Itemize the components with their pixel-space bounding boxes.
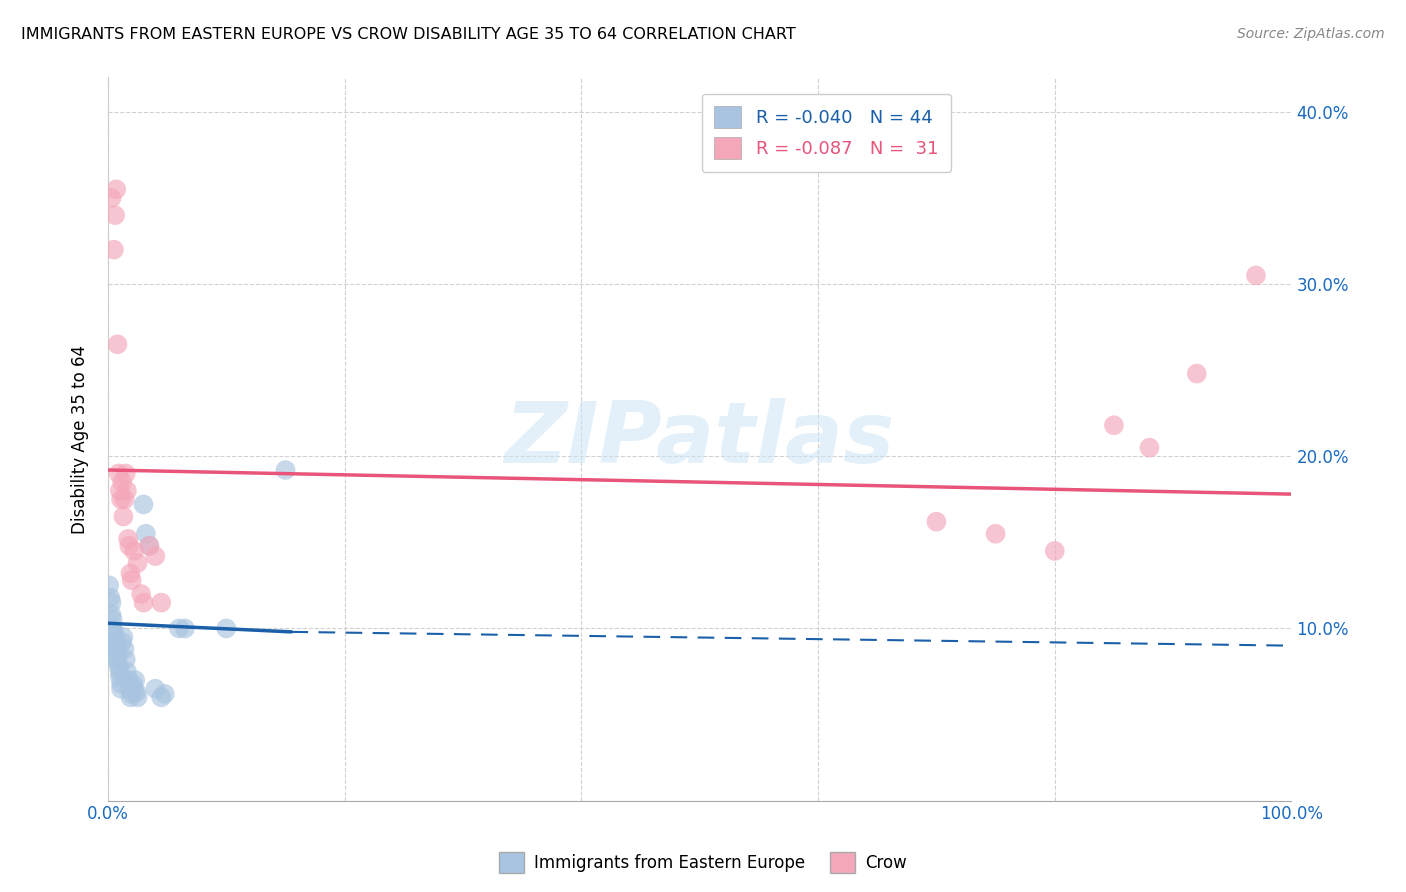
Legend: Immigrants from Eastern Europe, Crow: Immigrants from Eastern Europe, Crow [492, 846, 914, 880]
Point [105, 652, 128, 666]
Point [105, 182, 128, 196]
Point [1043, 544, 1066, 558]
Point [108, 483, 131, 498]
Point [107, 467, 129, 481]
Point [117, 532, 139, 546]
Point [104, 208, 127, 222]
Point [121, 676, 143, 690]
Point [174, 622, 197, 636]
Point [103, 243, 125, 257]
Point [110, 492, 132, 507]
Point [150, 690, 173, 705]
Point [108, 670, 131, 684]
Point [121, 687, 143, 701]
Point [984, 526, 1007, 541]
Point [104, 642, 127, 657]
Point [100, 191, 122, 205]
Point [1102, 418, 1125, 433]
Point [107, 659, 129, 673]
Point [114, 492, 136, 507]
Point [167, 622, 190, 636]
Point [110, 681, 132, 696]
Point [132, 498, 155, 512]
Point [122, 544, 145, 558]
Point [143, 549, 166, 563]
Point [107, 652, 129, 666]
Point [1139, 441, 1161, 455]
Point [274, 463, 297, 477]
Text: IMMIGRANTS FROM EASTERN EUROPE VS CROW DISABILITY AGE 35 TO 64 CORRELATION CHART: IMMIGRANTS FROM EASTERN EUROPE VS CROW D… [21, 27, 796, 42]
Point [101, 622, 124, 636]
Point [104, 630, 127, 644]
Point [135, 526, 157, 541]
Point [115, 665, 138, 679]
Point [143, 681, 166, 696]
Point [125, 685, 148, 699]
Point [121, 573, 143, 587]
Point [127, 556, 149, 570]
Point [132, 596, 155, 610]
Text: ZIPatlas: ZIPatlas [505, 398, 894, 481]
Y-axis label: Disability Age 35 to 64: Disability Age 35 to 64 [72, 344, 89, 533]
Point [114, 467, 136, 481]
Point [112, 509, 135, 524]
Point [111, 635, 134, 649]
Point [129, 587, 152, 601]
Point [114, 652, 136, 666]
Point [127, 690, 149, 705]
Point [107, 642, 129, 657]
Point [215, 622, 238, 636]
Text: Source: ZipAtlas.com: Source: ZipAtlas.com [1237, 27, 1385, 41]
Point [107, 647, 129, 661]
Point [100, 607, 122, 622]
Point [150, 596, 173, 610]
Point [103, 635, 125, 649]
Point [124, 673, 146, 687]
Point [98, 591, 121, 605]
Point [138, 539, 160, 553]
Point [120, 566, 142, 581]
Point [117, 673, 139, 687]
Point [103, 624, 125, 639]
Legend: R = -0.040   N = 44, R = -0.087   N =  31: R = -0.040 N = 44, R = -0.087 N = 31 [702, 94, 950, 172]
Point [153, 687, 176, 701]
Point [101, 613, 124, 627]
Point [100, 596, 122, 610]
Point [111, 475, 134, 489]
Point [108, 665, 131, 679]
Point [118, 681, 141, 696]
Point [138, 539, 160, 553]
Point [1185, 367, 1208, 381]
Point [1244, 268, 1267, 283]
Point [105, 635, 128, 649]
Point [112, 630, 135, 644]
Point [925, 515, 948, 529]
Point [122, 681, 145, 696]
Point [118, 539, 141, 553]
Point [115, 483, 138, 498]
Point [120, 690, 142, 705]
Point [114, 642, 136, 657]
Point [98, 578, 121, 592]
Point [107, 337, 129, 351]
Point [110, 676, 132, 690]
